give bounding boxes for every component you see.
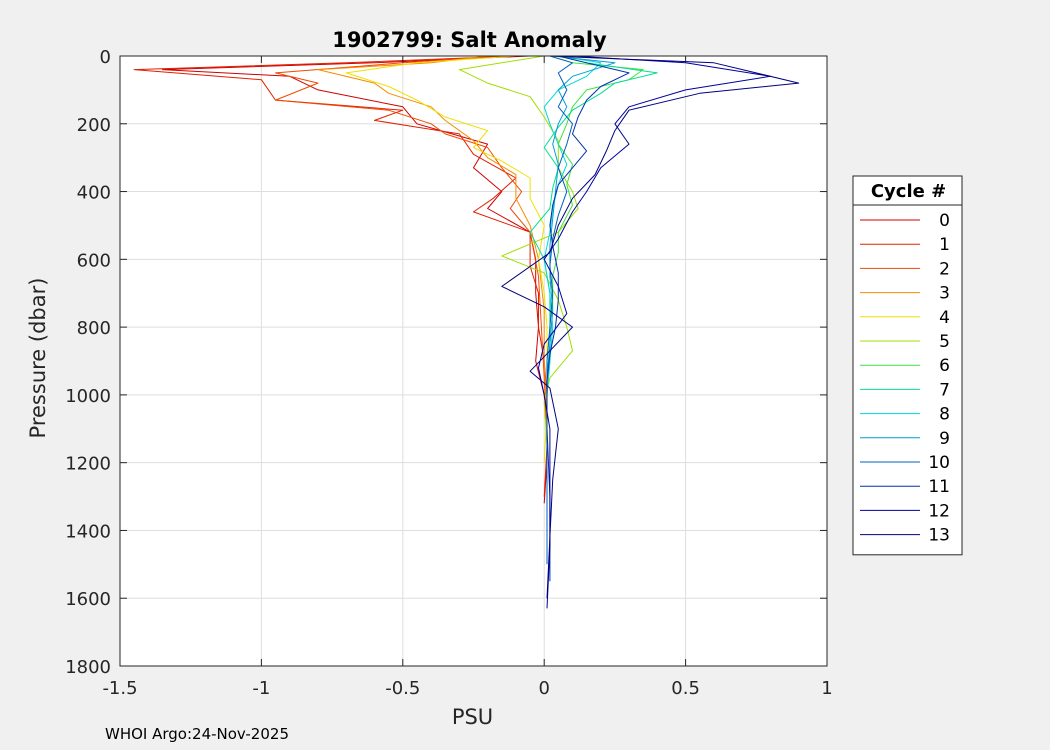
legend-label-10: 10 [928, 453, 950, 473]
legend-label-4: 4 [939, 308, 950, 328]
x-tick-label: 0 [538, 678, 549, 699]
x-tick-labels: -1.5 -1 -0.5 0 0.5 1 [102, 678, 832, 699]
series-line-cycle-11 [546, 56, 630, 582]
legend-label-0: 0 [939, 211, 950, 231]
legend-label-6: 6 [939, 356, 950, 376]
series-line-cycle-12 [538, 56, 771, 609]
footer-credit: WHOI Argo:24-Nov-2025 [105, 725, 289, 743]
y-tick-label: 400 [77, 183, 111, 204]
legend-label-12: 12 [928, 501, 950, 521]
series-line-cycle-3 [317, 56, 548, 463]
x-tick-label: -1 [252, 678, 270, 699]
x-axis-label: PSU [452, 705, 493, 729]
y-tick-label: 800 [77, 318, 111, 339]
series-line-cycle-13 [501, 56, 800, 599]
x-tick-label: 1 [821, 678, 832, 699]
y-tick-label: 1200 [65, 454, 111, 475]
legend-label-2: 2 [939, 259, 950, 279]
legend-label-5: 5 [939, 332, 950, 352]
series-line-cycle-4 [345, 56, 548, 463]
series-line-cycle-5 [458, 56, 579, 446]
legend-label-8: 8 [939, 405, 950, 425]
legend-label-1: 1 [939, 235, 950, 255]
plot-frame [119, 55, 828, 667]
legend-label-13: 13 [928, 526, 950, 546]
series-lines [133, 56, 800, 609]
legend-label-9: 9 [939, 429, 950, 449]
y-tick-label: 1600 [65, 589, 111, 610]
y-tick-label: 1400 [65, 521, 111, 542]
plot-area [120, 56, 827, 666]
axis-ticks [119, 55, 828, 667]
legend-label-3: 3 [939, 284, 950, 304]
chart-title: 1902799: Salt Anomaly [332, 28, 607, 52]
y-axis-label: Pressure (dbar) [26, 278, 50, 439]
y-tick-label: 600 [77, 250, 111, 271]
x-tick-label: -1.5 [102, 678, 137, 699]
legend-title: Cycle # [871, 181, 946, 202]
y-tick-label: 200 [77, 115, 111, 136]
grid-lines [119, 55, 828, 667]
y-tick-label: 1000 [65, 386, 111, 407]
y-tick-label: 0 [100, 47, 111, 68]
legend-label-7: 7 [939, 380, 950, 400]
y-tick-label: 1800 [65, 657, 111, 678]
y-tick-labels: 0 200 400 600 800 1000 1200 1400 1600 1800 [65, 47, 111, 678]
legend-label-11: 11 [928, 477, 950, 497]
x-tick-label: 0.5 [671, 678, 700, 699]
x-tick-label: -0.5 [385, 678, 420, 699]
